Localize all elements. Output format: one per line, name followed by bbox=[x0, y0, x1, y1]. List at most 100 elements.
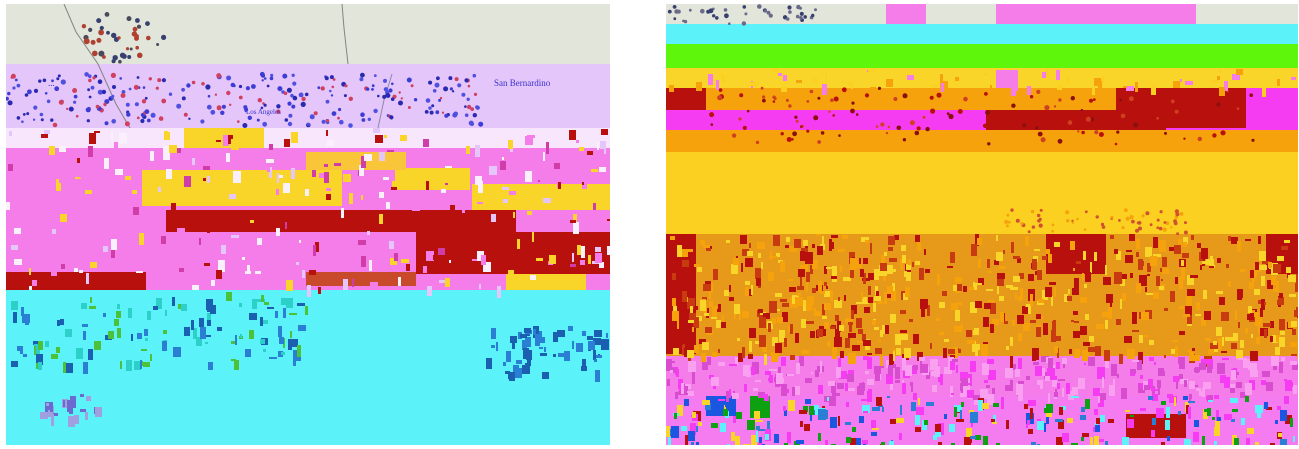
texture-mark bbox=[868, 70, 875, 73]
texture-mark bbox=[677, 405, 683, 416]
scatter-dot bbox=[26, 112, 30, 116]
texture-mark bbox=[1202, 388, 1205, 397]
texture-mark bbox=[120, 361, 122, 369]
texture-mark bbox=[22, 314, 30, 323]
map-panel-right[interactable] bbox=[666, 4, 1298, 445]
yellow-region bbox=[666, 152, 1298, 234]
texture-mark bbox=[293, 358, 296, 366]
texture-mark bbox=[966, 330, 972, 337]
texture-mark bbox=[913, 334, 919, 344]
texture-mark bbox=[211, 280, 215, 286]
texture-mark bbox=[915, 261, 920, 265]
scatter-dot bbox=[200, 119, 205, 124]
texture-mark bbox=[831, 444, 836, 445]
scatter-dot bbox=[1173, 221, 1178, 226]
texture-mark bbox=[937, 274, 940, 285]
texture-mark bbox=[796, 440, 804, 444]
texture-mark bbox=[1100, 415, 1105, 422]
scatter-dot bbox=[398, 91, 401, 94]
texture-mark bbox=[1098, 395, 1104, 407]
scatter-dot bbox=[270, 73, 274, 77]
texture-mark bbox=[1028, 429, 1033, 434]
texture-mark bbox=[1277, 406, 1281, 410]
texture-mark bbox=[1256, 337, 1260, 344]
texture-mark bbox=[906, 272, 911, 281]
texture-mark bbox=[668, 437, 671, 445]
scatter-dot bbox=[103, 102, 107, 107]
texture-mark bbox=[1042, 72, 1047, 78]
texture-mark bbox=[1290, 418, 1293, 427]
texture-mark bbox=[597, 142, 599, 150]
texture-mark bbox=[727, 444, 730, 445]
city-label-san-bernardino: San Bernardino bbox=[494, 78, 551, 88]
texture-mark bbox=[1151, 85, 1156, 95]
texture-mark bbox=[402, 232, 408, 241]
scatter-dot bbox=[441, 111, 445, 114]
texture-mark bbox=[805, 261, 808, 271]
scatter-dot bbox=[127, 55, 132, 59]
texture-mark bbox=[1197, 243, 1201, 248]
scatter-dot bbox=[348, 96, 353, 102]
texture-mark bbox=[115, 169, 123, 175]
texture-mark bbox=[751, 367, 755, 375]
texture-mark bbox=[580, 260, 585, 265]
texture-mark bbox=[996, 252, 1003, 261]
scatter-dot bbox=[760, 86, 764, 90]
texture-mark bbox=[1069, 349, 1072, 354]
texture-mark bbox=[1171, 349, 1175, 354]
texture-mark bbox=[963, 385, 970, 396]
texture-mark bbox=[780, 299, 787, 302]
scatter-dot bbox=[90, 39, 96, 45]
texture-mark bbox=[172, 297, 175, 306]
texture-mark bbox=[1144, 335, 1148, 337]
texture-marks bbox=[6, 128, 610, 427]
texture-mark bbox=[812, 260, 818, 269]
scatter-dot bbox=[226, 90, 231, 96]
texture-mark bbox=[177, 228, 185, 232]
texture-mark bbox=[941, 83, 944, 92]
texture-mark bbox=[990, 324, 994, 333]
scatter-dot bbox=[99, 25, 104, 31]
scatter-dot bbox=[880, 122, 885, 127]
scatter-dot bbox=[373, 108, 378, 114]
texture-mark bbox=[878, 301, 883, 304]
texture-mark bbox=[245, 271, 251, 274]
texture-mark bbox=[1236, 350, 1243, 359]
texture-mark bbox=[968, 378, 970, 383]
texture-mark bbox=[1045, 287, 1052, 297]
texture-mark bbox=[1017, 315, 1024, 324]
scatter-dot bbox=[276, 109, 281, 114]
texture-mark bbox=[724, 290, 729, 296]
map-panel-left[interactable]: San Bernardino ... Los Angeles bbox=[6, 4, 610, 445]
scatter-dot bbox=[42, 78, 47, 83]
texture-mark bbox=[731, 432, 735, 441]
texture-mark bbox=[60, 214, 67, 222]
texture-mark bbox=[729, 297, 734, 301]
texture-mark bbox=[838, 416, 840, 426]
texture-mark bbox=[702, 400, 710, 405]
texture-mark bbox=[679, 313, 687, 325]
texture-mark bbox=[670, 370, 673, 373]
scatter-dot bbox=[242, 123, 248, 128]
texture-mark bbox=[701, 353, 706, 362]
texture-mark bbox=[400, 135, 407, 141]
texture-mark bbox=[780, 261, 785, 272]
texture-mark bbox=[1184, 380, 1187, 387]
scatter-dot bbox=[326, 119, 330, 123]
texture-mark bbox=[573, 222, 579, 234]
texture-mark bbox=[973, 330, 979, 335]
texture-mark bbox=[1219, 297, 1225, 305]
texture-mark bbox=[673, 348, 679, 355]
texture-mark bbox=[1174, 397, 1176, 406]
scatter-dot bbox=[291, 104, 296, 109]
texture-mark bbox=[758, 443, 762, 445]
scatter-dot bbox=[435, 110, 440, 115]
texture-mark bbox=[1235, 310, 1237, 320]
texture-mark bbox=[315, 242, 319, 252]
texture-mark bbox=[1130, 373, 1135, 376]
scatter-dot bbox=[473, 92, 478, 96]
scatter-dot bbox=[1138, 226, 1142, 231]
texture-mark bbox=[193, 328, 197, 339]
texture-mark bbox=[975, 301, 982, 308]
texture-mark bbox=[305, 306, 308, 315]
